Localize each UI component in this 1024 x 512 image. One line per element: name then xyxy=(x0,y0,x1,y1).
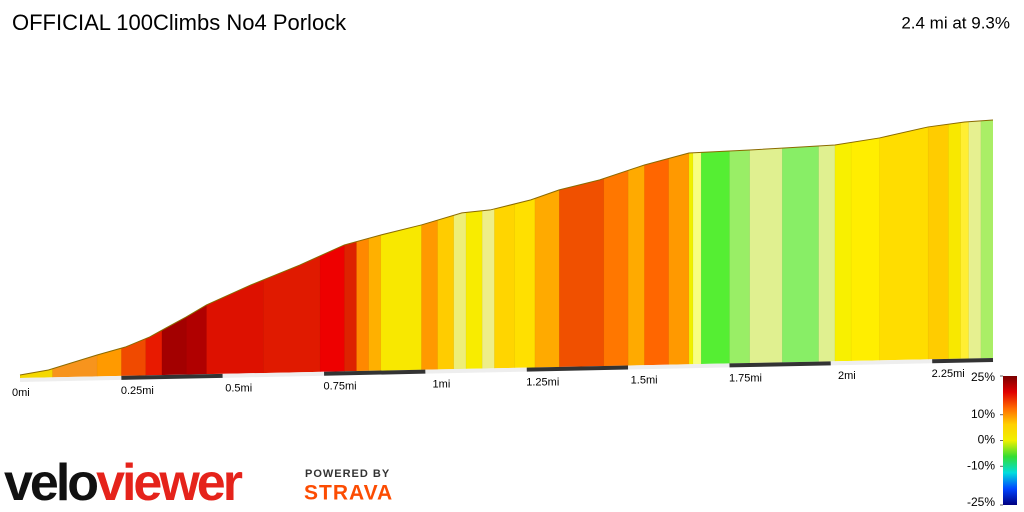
gradient-segment xyxy=(319,120,346,378)
x-axis-band xyxy=(729,361,831,368)
gradient-segment xyxy=(948,120,962,378)
gradient-segment xyxy=(437,120,455,378)
x-tick-label: 1mi xyxy=(433,379,451,391)
logo-part: velo xyxy=(4,454,97,512)
gradient-segment xyxy=(421,120,439,378)
chart-subtitle: 2.4 mi at 9.3% xyxy=(901,13,1010,32)
gradient-segment xyxy=(627,120,646,378)
x-tick-label: 1.75mi xyxy=(729,372,762,384)
gradient-segment xyxy=(453,120,467,378)
gradient-segment xyxy=(368,120,382,378)
gradient-segment xyxy=(145,120,163,378)
x-axis-band xyxy=(222,371,325,378)
gradient-segment xyxy=(644,120,670,378)
x-axis-band xyxy=(932,358,994,364)
x-tick-label: 1.5mi xyxy=(631,374,658,386)
gradient-segment xyxy=(692,120,702,378)
x-axis-band xyxy=(526,365,629,372)
gradient-segment xyxy=(749,120,783,378)
gradient-segment xyxy=(534,120,560,378)
colorbar-tick-label: 0% xyxy=(978,433,996,447)
gradient-segment xyxy=(380,120,423,378)
gradient-segment xyxy=(834,120,852,378)
gradient-segment xyxy=(668,120,690,378)
x-axis-band xyxy=(19,375,122,382)
colorbar-tick-label: 25% xyxy=(971,370,995,384)
gradient-segment xyxy=(850,120,881,378)
gradient-segment xyxy=(927,120,950,378)
x-axis-band xyxy=(324,369,426,376)
gradient-segment xyxy=(494,120,516,378)
logo: veloviewer xyxy=(4,454,243,512)
gradient-segment xyxy=(161,120,187,378)
logo-part: viewer xyxy=(96,454,243,512)
colorbar xyxy=(1003,376,1017,505)
gradient-segment xyxy=(121,120,147,378)
gradient-segment xyxy=(356,120,370,378)
gradient-segment xyxy=(263,120,321,378)
gradient-segment xyxy=(980,120,993,378)
x-tick-label: 0.75mi xyxy=(324,381,357,393)
colorbar-tick-label: -10% xyxy=(967,458,995,472)
gradient-segment xyxy=(818,120,836,378)
gradient-segment xyxy=(344,120,358,378)
powered-by: POWERED BY xyxy=(305,468,390,480)
gradient-segment xyxy=(465,120,483,378)
colorbar-tick-label: -25% xyxy=(967,495,995,509)
gradient-segment xyxy=(700,120,731,378)
x-axis-band xyxy=(121,373,223,380)
chart-title: OFFICIAL 100Climbs No4 Porlock xyxy=(12,10,347,35)
x-tick-label: 0mi xyxy=(12,387,30,399)
profile-line xyxy=(19,119,994,376)
x-tick-label: 2mi xyxy=(838,370,856,382)
x-tick-label: 2.25mi xyxy=(932,368,965,380)
gradient-segment xyxy=(52,120,98,378)
gradient-segment xyxy=(185,120,208,378)
gradient-segment xyxy=(879,120,929,378)
gradient-segment xyxy=(20,120,54,378)
x-tick-label: 1.25mi xyxy=(526,376,559,388)
gradient-segment xyxy=(514,120,536,378)
x-axis-band xyxy=(425,367,527,374)
gradient-segment xyxy=(968,120,982,378)
gradient-segment xyxy=(96,120,123,378)
colorbar-tick-label: 10% xyxy=(971,407,995,421)
strava-logo: STRAVA xyxy=(304,482,393,505)
gradient-segment xyxy=(558,120,605,378)
x-axis-band xyxy=(628,363,730,370)
x-tick-label: 0.25mi xyxy=(121,385,154,397)
x-axis-band xyxy=(830,359,933,366)
segments xyxy=(20,120,993,378)
x-tick-label: 0.5mi xyxy=(225,383,252,395)
gradient-segment xyxy=(960,120,970,378)
gradient-segment xyxy=(729,120,751,378)
gradient-segment xyxy=(206,120,265,378)
gradient-segment xyxy=(481,120,496,378)
gradient-segment xyxy=(603,120,629,378)
gradient-segment xyxy=(781,120,820,378)
